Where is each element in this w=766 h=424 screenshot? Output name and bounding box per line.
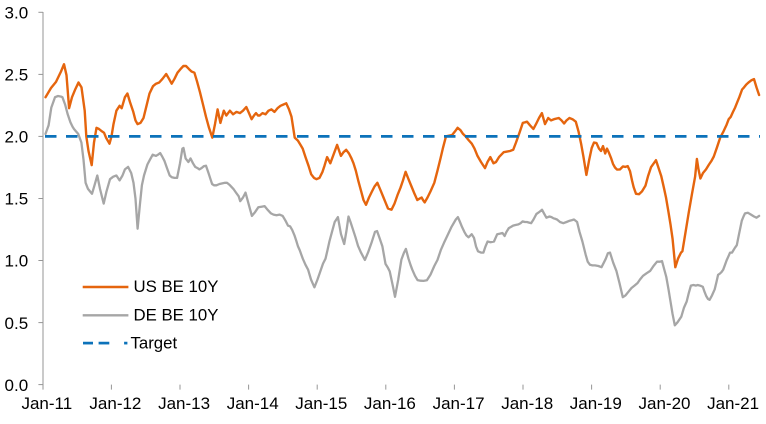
- svg-text:Jan-13: Jan-13: [158, 394, 210, 413]
- svg-text:0.5: 0.5: [5, 314, 29, 333]
- svg-text:Jan-16: Jan-16: [364, 394, 416, 413]
- svg-text:1.5: 1.5: [5, 190, 29, 209]
- svg-text:Jan-17: Jan-17: [433, 394, 485, 413]
- svg-text:Jan-14: Jan-14: [227, 394, 279, 413]
- svg-text:Target: Target: [131, 333, 178, 352]
- svg-text:Jan-21: Jan-21: [707, 394, 759, 413]
- svg-text:US BE 10Y: US BE 10Y: [134, 277, 219, 296]
- svg-text:Jan-18: Jan-18: [501, 394, 553, 413]
- svg-text:2.5: 2.5: [5, 66, 29, 85]
- svg-text:Jan-11: Jan-11: [21, 394, 72, 413]
- svg-text:2.0: 2.0: [5, 128, 29, 147]
- svg-text:Jan-12: Jan-12: [89, 394, 141, 413]
- svg-text:Jan-19: Jan-19: [570, 394, 622, 413]
- svg-text:0.0: 0.0: [5, 376, 29, 395]
- svg-text:3.0: 3.0: [5, 4, 29, 23]
- svg-text:DE BE 10Y: DE BE 10Y: [134, 306, 219, 325]
- svg-text:Jan-15: Jan-15: [295, 394, 347, 413]
- svg-text:1.0: 1.0: [5, 252, 29, 271]
- svg-text:Jan-20: Jan-20: [639, 394, 691, 413]
